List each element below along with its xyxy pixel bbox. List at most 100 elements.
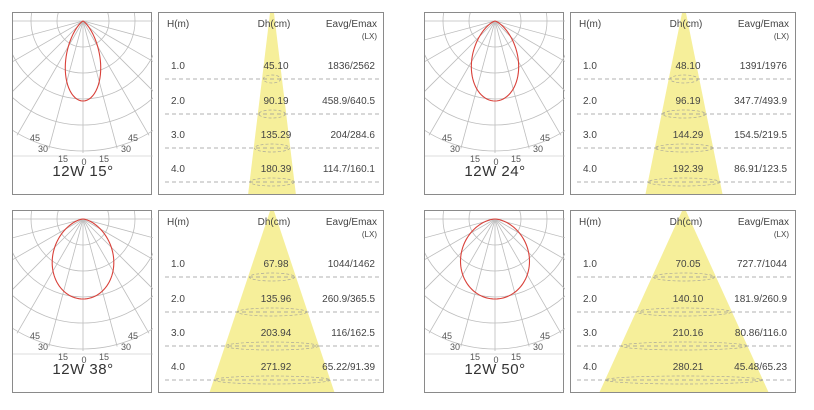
illuminance-table: H(m) Dh(cm) Eavg/Emax (LX) 1.0 67.98 1044/1462…	[158, 210, 384, 393]
height-value: 3.0	[171, 130, 185, 141]
light-distribution-curve	[51, 218, 115, 300]
height-value: 4.0	[583, 164, 597, 175]
polar-spoke	[82, 218, 153, 239]
polar-angle-label: 15	[58, 154, 68, 164]
height-value: 1.0	[171, 259, 185, 270]
polar-spoke	[460, 20, 496, 149]
height-value: 2.0	[583, 96, 597, 107]
polar-spoke	[82, 218, 153, 260]
height-value: 2.0	[171, 96, 185, 107]
beam-spot-ellipse	[636, 307, 732, 317]
polar-angle-label: 45	[30, 331, 40, 341]
beam-spot-ellipse	[236, 307, 308, 317]
polar-angle-label: 30	[450, 144, 460, 154]
beam-panel: 45 45 30 30 15 15 0 12W 50° H(m) Dh(cm) Eavg/Emax(…	[424, 210, 796, 395]
illuminance-table: H(m) Dh(cm) Eavg/Emax (LX) 1.0 45.10 1836/2562…	[158, 12, 384, 195]
beam-spot-ellipse	[225, 341, 319, 351]
illuminance-header: Eavg/Emax	[325, 217, 377, 228]
polar-spoke	[460, 218, 496, 347]
polar-spoke	[82, 218, 150, 334]
height-header: H(m)	[579, 19, 602, 30]
polar-angle-label: 15	[511, 154, 521, 164]
polar-angle-label: 45	[128, 331, 138, 341]
polar-spoke	[82, 218, 118, 347]
height-value: 3.0	[171, 328, 185, 339]
polar-spoke	[13, 218, 84, 239]
beam-spot-ellipse	[662, 109, 706, 119]
beam-cone	[645, 13, 723, 194]
polar-diagram: 45 45 30 30 15 15 0 12W 15°	[12, 12, 153, 195]
beam-spot-ellipse	[213, 375, 331, 385]
height-value: 1.0	[583, 61, 597, 72]
illuminance-value: 260.9/365.5	[322, 294, 375, 305]
polar-spoke	[82, 218, 153, 290]
polar-spoke	[82, 20, 118, 149]
polar-spoke	[13, 20, 84, 92]
polar-spoke	[48, 20, 84, 149]
polar-angle-label: 45	[128, 133, 138, 143]
beam-fill	[645, 13, 723, 194]
beam-spot-ellipse	[604, 375, 764, 385]
diameter-header: Dh(cm)	[257, 217, 291, 228]
diameter-value: 70.05	[675, 259, 701, 270]
beam-graphic	[165, 13, 379, 194]
polar-grid	[13, 13, 153, 157]
polar-angle-label: 0	[493, 157, 498, 167]
height-header: H(m)	[167, 19, 190, 30]
diameter-value: 271.92	[260, 362, 292, 373]
polar-angle-label: 45	[540, 331, 550, 341]
polar-spoke	[425, 20, 496, 92]
polar-spoke	[425, 218, 496, 260]
polar-diagram: 45 45 30 30 15 15 0 12W 38°	[12, 210, 153, 393]
illuminance-value: 181.9/260.9	[734, 294, 787, 305]
diameter-value: 144.29	[672, 130, 704, 141]
light-distribution-curve	[459, 218, 531, 300]
polar-grid	[13, 211, 153, 355]
beam-cone	[248, 13, 296, 194]
polar-angle-label: 15	[470, 154, 480, 164]
polar-spoke	[494, 218, 530, 347]
illuminance-value: 80.86/116.0	[734, 328, 787, 339]
polar-spoke	[428, 218, 496, 334]
polar-angle-label: 15	[470, 352, 480, 362]
height-value: 2.0	[583, 294, 597, 305]
polar-spoke	[48, 218, 84, 347]
polar-angle-label: 30	[38, 144, 48, 154]
illuminance-table: H(m) Dh(cm) Eavg/Emax (LX) 1.0 48.10 1391/1976…	[570, 12, 796, 195]
beam-spot-ellipse	[647, 177, 721, 187]
illuminance-value: 114.7/160.1	[322, 164, 375, 175]
beam-spot-ellipse	[262, 74, 282, 84]
illuminance-header: Eavg/Emax	[737, 19, 789, 30]
diameter-value: 140.10	[672, 294, 704, 305]
light-distribution-curve	[470, 20, 520, 102]
polar-angle-label: 30	[38, 342, 48, 352]
diameter-value: 180.39	[260, 164, 292, 175]
polar-diagram: 45 45 30 30 15 15 0 12W 24°	[424, 12, 565, 195]
height-header: H(m)	[167, 217, 190, 228]
beam-panel: 45 45 30 30 15 15 0 12W 15° H(m) Dh(cm) Eavg/Emax(…	[12, 12, 384, 197]
illuminance-value: 1391/1976	[739, 61, 787, 72]
diameter-value: 45.10	[263, 61, 289, 72]
polar-grid	[425, 13, 565, 157]
beam-spot-ellipse	[620, 341, 748, 351]
polar-grid	[425, 211, 565, 355]
polar-spoke	[494, 20, 565, 41]
diameter-value: 48.10	[675, 61, 701, 72]
polar-spoke	[494, 218, 565, 239]
polar-angle-label: 45	[442, 331, 452, 341]
diameter-value: 135.29	[260, 130, 292, 141]
illuminance-header: Eavg/Emax	[737, 217, 789, 228]
height-header: H(m)	[579, 217, 602, 228]
unit-label: (LX)	[773, 230, 789, 239]
polar-spoke	[425, 20, 496, 41]
polar-spoke	[13, 218, 84, 290]
diameter-value: 67.98	[263, 259, 289, 270]
polar-spoke	[494, 218, 562, 334]
illuminance-value: 204/284.6	[330, 130, 376, 141]
illuminance-value: 154.5/219.5	[734, 130, 787, 141]
polar-spoke	[13, 218, 84, 260]
polar-angle-label: 30	[450, 342, 460, 352]
polar-spoke	[82, 20, 153, 62]
